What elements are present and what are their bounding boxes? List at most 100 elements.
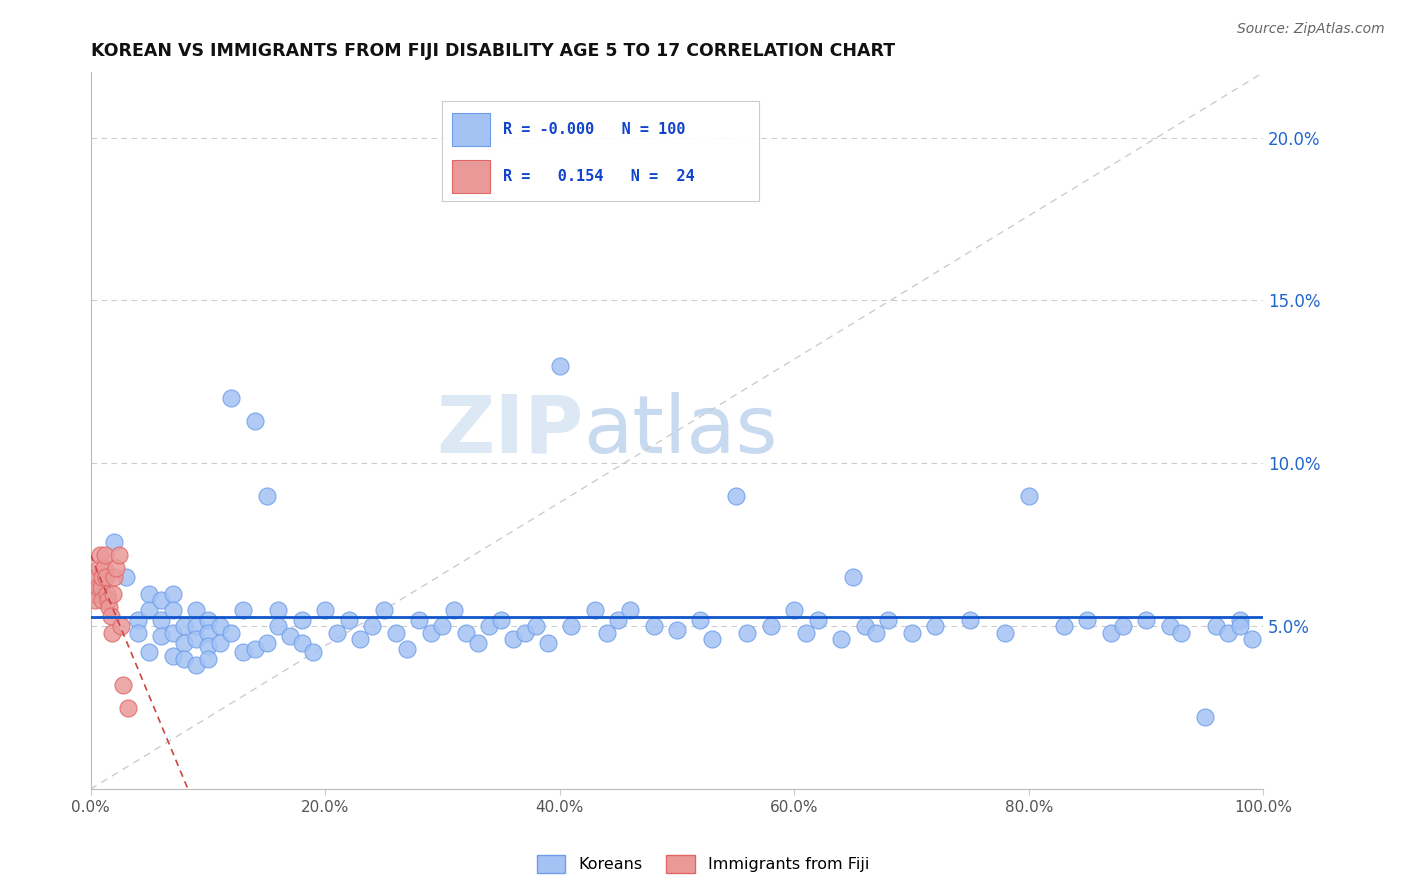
- Point: [208, 619, 231, 633]
- Point: [162, 625, 184, 640]
- Point: [117, 700, 139, 714]
- Point: [830, 632, 852, 647]
- Point: [1076, 613, 1098, 627]
- Point: [232, 603, 254, 617]
- Point: [877, 613, 900, 627]
- Point: [110, 619, 132, 633]
- Point: [186, 658, 208, 673]
- Point: [93, 560, 115, 574]
- Point: [724, 489, 747, 503]
- Point: [105, 560, 128, 574]
- Point: [86, 580, 108, 594]
- Point: [100, 625, 122, 640]
- Point: [595, 625, 617, 640]
- Point: [432, 619, 454, 633]
- Point: [127, 613, 149, 627]
- Point: [232, 645, 254, 659]
- Point: [467, 635, 489, 649]
- Point: [607, 613, 630, 627]
- Point: [1240, 632, 1263, 647]
- Point: [361, 619, 384, 633]
- Point: [326, 625, 349, 640]
- Point: [384, 625, 406, 640]
- Point: [1135, 613, 1157, 627]
- Point: [98, 599, 121, 614]
- Point: [924, 619, 946, 633]
- Point: [101, 587, 124, 601]
- Point: [1018, 489, 1040, 503]
- Point: [91, 593, 114, 607]
- Point: [1218, 625, 1240, 640]
- Point: [665, 623, 688, 637]
- Point: [513, 625, 536, 640]
- Point: [138, 645, 160, 659]
- Point: [267, 603, 290, 617]
- Point: [537, 635, 560, 649]
- Point: [443, 603, 465, 617]
- Point: [197, 652, 219, 666]
- Point: [221, 625, 243, 640]
- Point: [1229, 613, 1251, 627]
- Point: [702, 632, 724, 647]
- Point: [994, 625, 1017, 640]
- Point: [1111, 619, 1133, 633]
- Point: [291, 613, 314, 627]
- Point: [89, 548, 111, 562]
- Point: [103, 570, 125, 584]
- Point: [1159, 619, 1181, 633]
- Point: [1229, 619, 1251, 633]
- Point: [619, 603, 641, 617]
- Point: [478, 619, 501, 633]
- Point: [91, 570, 114, 584]
- Point: [1053, 619, 1076, 633]
- Point: [583, 603, 606, 617]
- Point: [373, 603, 395, 617]
- Point: [107, 548, 129, 562]
- Point: [173, 652, 195, 666]
- Point: [256, 635, 278, 649]
- Point: [1194, 710, 1216, 724]
- Text: ZIP: ZIP: [436, 392, 583, 470]
- Point: [502, 632, 524, 647]
- Point: [408, 613, 430, 627]
- Point: [90, 580, 112, 594]
- Point: [267, 619, 290, 633]
- Point: [197, 625, 219, 640]
- Point: [84, 593, 107, 607]
- Point: [197, 639, 219, 653]
- Point: [186, 603, 208, 617]
- Point: [783, 603, 806, 617]
- Point: [162, 587, 184, 601]
- Point: [100, 609, 122, 624]
- Point: [94, 570, 117, 584]
- Point: [689, 613, 711, 627]
- Point: [86, 570, 108, 584]
- Point: [842, 570, 865, 584]
- Point: [243, 414, 266, 428]
- Point: [1099, 625, 1122, 640]
- Point: [103, 534, 125, 549]
- Point: [162, 603, 184, 617]
- Point: [138, 603, 160, 617]
- Point: [149, 613, 172, 627]
- Point: [759, 619, 782, 633]
- Point: [489, 613, 512, 627]
- Point: [959, 613, 981, 627]
- Point: [173, 619, 195, 633]
- Point: [96, 587, 118, 601]
- Point: [93, 548, 115, 562]
- Point: [87, 560, 110, 574]
- Point: [291, 635, 314, 649]
- Point: [83, 587, 105, 601]
- Point: [807, 613, 830, 627]
- Point: [162, 648, 184, 663]
- Point: [454, 625, 477, 640]
- Point: [1170, 625, 1192, 640]
- Point: [197, 613, 219, 627]
- Legend: Koreans, Immigrants from Fiji: Koreans, Immigrants from Fiji: [530, 848, 876, 880]
- Point: [149, 629, 172, 643]
- Point: [208, 635, 231, 649]
- Point: [138, 587, 160, 601]
- Point: [419, 625, 441, 640]
- Point: [900, 625, 922, 640]
